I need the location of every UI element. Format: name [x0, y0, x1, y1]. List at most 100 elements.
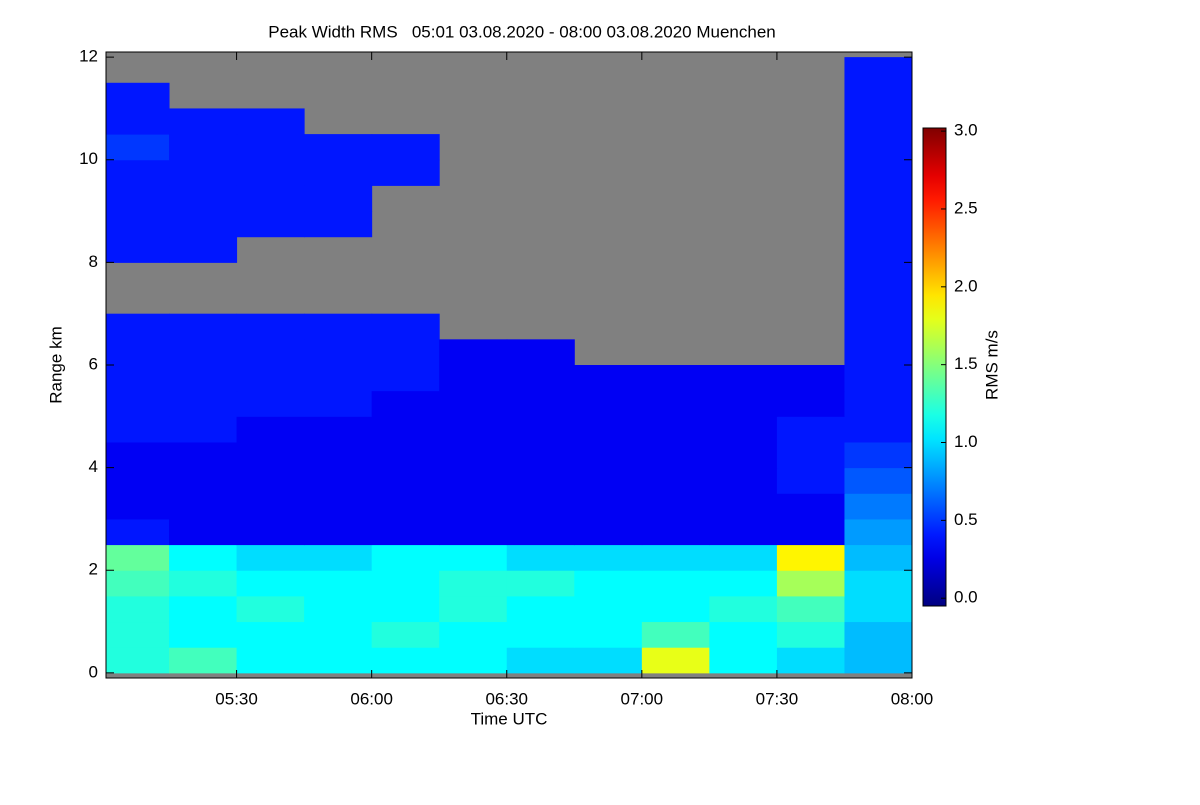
- heatmap-cell: [844, 365, 912, 392]
- colorbar-tick-label: 0.5: [954, 510, 978, 529]
- heatmap-cell: [236, 441, 305, 469]
- colorbar-tick-label: 2.0: [954, 276, 978, 295]
- heatmap-cell: [169, 108, 238, 135]
- heatmap-cell: [304, 544, 373, 571]
- heatmap-cell: [709, 518, 778, 546]
- heatmap-cell: [574, 518, 643, 546]
- heatmap-cell: [506, 570, 575, 597]
- heatmap-cell: [371, 518, 440, 546]
- heatmap-cell: [304, 647, 373, 674]
- heatmap-cell: [776, 570, 845, 597]
- heatmap-cell: [304, 159, 373, 186]
- heatmap-cell: [106, 365, 170, 392]
- heatmap-cell: [106, 570, 170, 597]
- heatmap-cell: [506, 595, 575, 623]
- heatmap-cell: [439, 339, 508, 366]
- colorbar: [922, 127, 947, 607]
- heatmap-cell: [371, 544, 440, 571]
- heatmap-cell: [844, 595, 912, 623]
- heatmap-cell: [236, 185, 305, 212]
- heatmap-cell: [371, 390, 440, 417]
- heatmap-cell: [169, 365, 238, 392]
- heatmap-cell: [371, 621, 440, 648]
- heatmap-cell: [574, 467, 643, 494]
- heatmap-cell: [106, 467, 170, 494]
- y-axis-label: Range km: [46, 326, 65, 403]
- heatmap-cell: [236, 211, 305, 238]
- heatmap-cell: [169, 518, 238, 546]
- chart-title: Peak Width RMS 05:01 03.08.2020 - 08:00 …: [268, 22, 776, 41]
- heatmap-cell: [439, 390, 508, 417]
- x-tick-label: 07:30: [756, 689, 799, 708]
- heatmap-cell: [371, 339, 440, 366]
- heatmap-cell: [506, 365, 575, 392]
- heatmap-cell: [439, 493, 508, 520]
- heatmap-cell: [574, 595, 643, 623]
- heatmap-cell: [844, 57, 912, 84]
- heatmap-cell: [844, 647, 912, 674]
- heatmap-cell: [236, 621, 305, 648]
- heatmap-cell: [304, 621, 373, 648]
- heatmap-cell: [169, 544, 238, 571]
- colorbar-tick-label: 1.0: [954, 432, 978, 451]
- heatmap: [106, 57, 912, 674]
- heatmap-cell: [304, 134, 373, 161]
- heatmap-cell: [844, 416, 912, 443]
- heatmap-cell: [439, 365, 508, 392]
- heatmap-cell: [169, 595, 238, 623]
- heatmap-cell: [371, 134, 440, 161]
- heatmap-cell: [844, 467, 912, 494]
- colorbar-label: RMS m/s: [982, 330, 1001, 400]
- heatmap-cell: [439, 518, 508, 546]
- heatmap-cell: [106, 544, 170, 571]
- heatmap-cell: [709, 467, 778, 494]
- heatmap-cell: [106, 390, 170, 417]
- heatmap-cell: [776, 595, 845, 623]
- heatmap-cell: [439, 595, 508, 623]
- colorbar-tick-label: 2.5: [954, 198, 978, 217]
- heatmap-cell: [709, 365, 778, 392]
- heatmap-cell: [844, 441, 912, 469]
- heatmap-cell: [844, 236, 912, 263]
- heatmap-cell: [371, 647, 440, 674]
- heatmap-cell: [304, 467, 373, 494]
- heatmap-cell: [506, 493, 575, 520]
- heatmap-cell: [304, 313, 373, 340]
- heatmap-cell: [641, 467, 710, 494]
- y-tick-label: 0: [89, 662, 98, 681]
- heatmap-cell: [844, 211, 912, 238]
- heatmap-cell: [506, 390, 575, 417]
- heatmap-cell: [106, 313, 170, 340]
- heatmap-cell: [236, 108, 305, 135]
- heatmap-cell: [169, 621, 238, 648]
- heatmap-cell: [844, 390, 912, 417]
- x-tick-label: 05:30: [215, 689, 258, 708]
- heatmap-cell: [304, 441, 373, 469]
- heatmap-cell: [169, 236, 238, 263]
- heatmap-cell: [439, 570, 508, 597]
- heatmap-cell: [439, 416, 508, 443]
- heatmap-cell: [776, 647, 845, 674]
- heatmap-cell: [169, 159, 238, 186]
- heatmap-cell: [439, 544, 508, 571]
- heatmap-cell: [574, 493, 643, 520]
- heatmap-cell: [574, 441, 643, 469]
- heatmap-cell: [371, 365, 440, 392]
- heatmap-cell: [844, 493, 912, 520]
- colorbar-tick-label: 3.0: [954, 121, 978, 140]
- heatmap-cell: [709, 595, 778, 623]
- heatmap-cell: [304, 570, 373, 597]
- heatmap-cell: [106, 518, 170, 546]
- heatmap-cell: [574, 570, 643, 597]
- heatmap-cell: [709, 647, 778, 674]
- heatmap-cell: [236, 416, 305, 443]
- heatmap-cell: [371, 416, 440, 443]
- heatmap-cell: [236, 595, 305, 623]
- heatmap-cell: [844, 544, 912, 571]
- heatmap-cell: [574, 647, 643, 674]
- heatmap-cell: [106, 236, 170, 263]
- heatmap-cell: [169, 647, 238, 674]
- heatmap-cell: [776, 621, 845, 648]
- heatmap-cell: [236, 570, 305, 597]
